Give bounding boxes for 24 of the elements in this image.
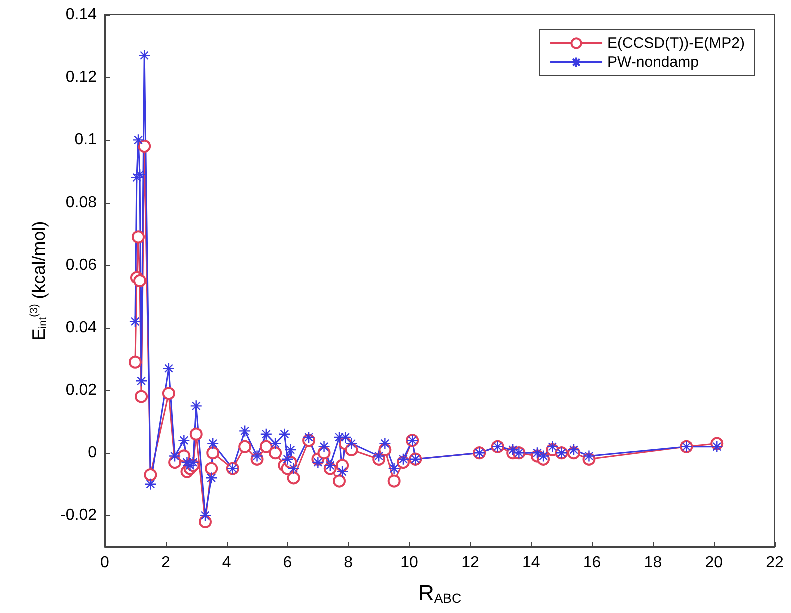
- y-tick-label: 0.12: [66, 69, 98, 86]
- x-tick-label: 10: [400, 554, 419, 572]
- y-tick-label: 0.02: [66, 382, 98, 400]
- x-tick-label: 14: [522, 554, 540, 572]
- x-tick-label: 20: [705, 554, 724, 572]
- y-tick-label: 0.08: [66, 194, 98, 212]
- legend-label: PW-nondamp: [608, 54, 699, 71]
- x-tick-label: 22: [766, 554, 784, 572]
- y-tick-label: 0.14: [66, 6, 98, 24]
- x-tick-label: 0: [100, 554, 110, 572]
- x-tick-label: 16: [583, 554, 602, 572]
- y-axis-title: Eint(3) (kcal/mol): [28, 221, 50, 341]
- y-tick-label: -0.02: [60, 507, 98, 524]
- legend-label: E(CCSD(T))-E(MP2): [608, 35, 746, 52]
- y-tick-label: 0.04: [66, 319, 98, 336]
- x-tick-label: 2: [161, 554, 170, 572]
- x-tick-label: 18: [644, 554, 662, 572]
- x-tick-label: 12: [462, 554, 480, 572]
- y-tick-label: 0.06: [66, 256, 98, 274]
- y-tick-label: 0: [88, 444, 98, 462]
- x-tick-label: 6: [283, 554, 292, 572]
- x-tick-label: 8: [344, 554, 354, 572]
- y-tick-label: 0.1: [74, 132, 98, 149]
- x-tick-label: 4: [222, 554, 232, 572]
